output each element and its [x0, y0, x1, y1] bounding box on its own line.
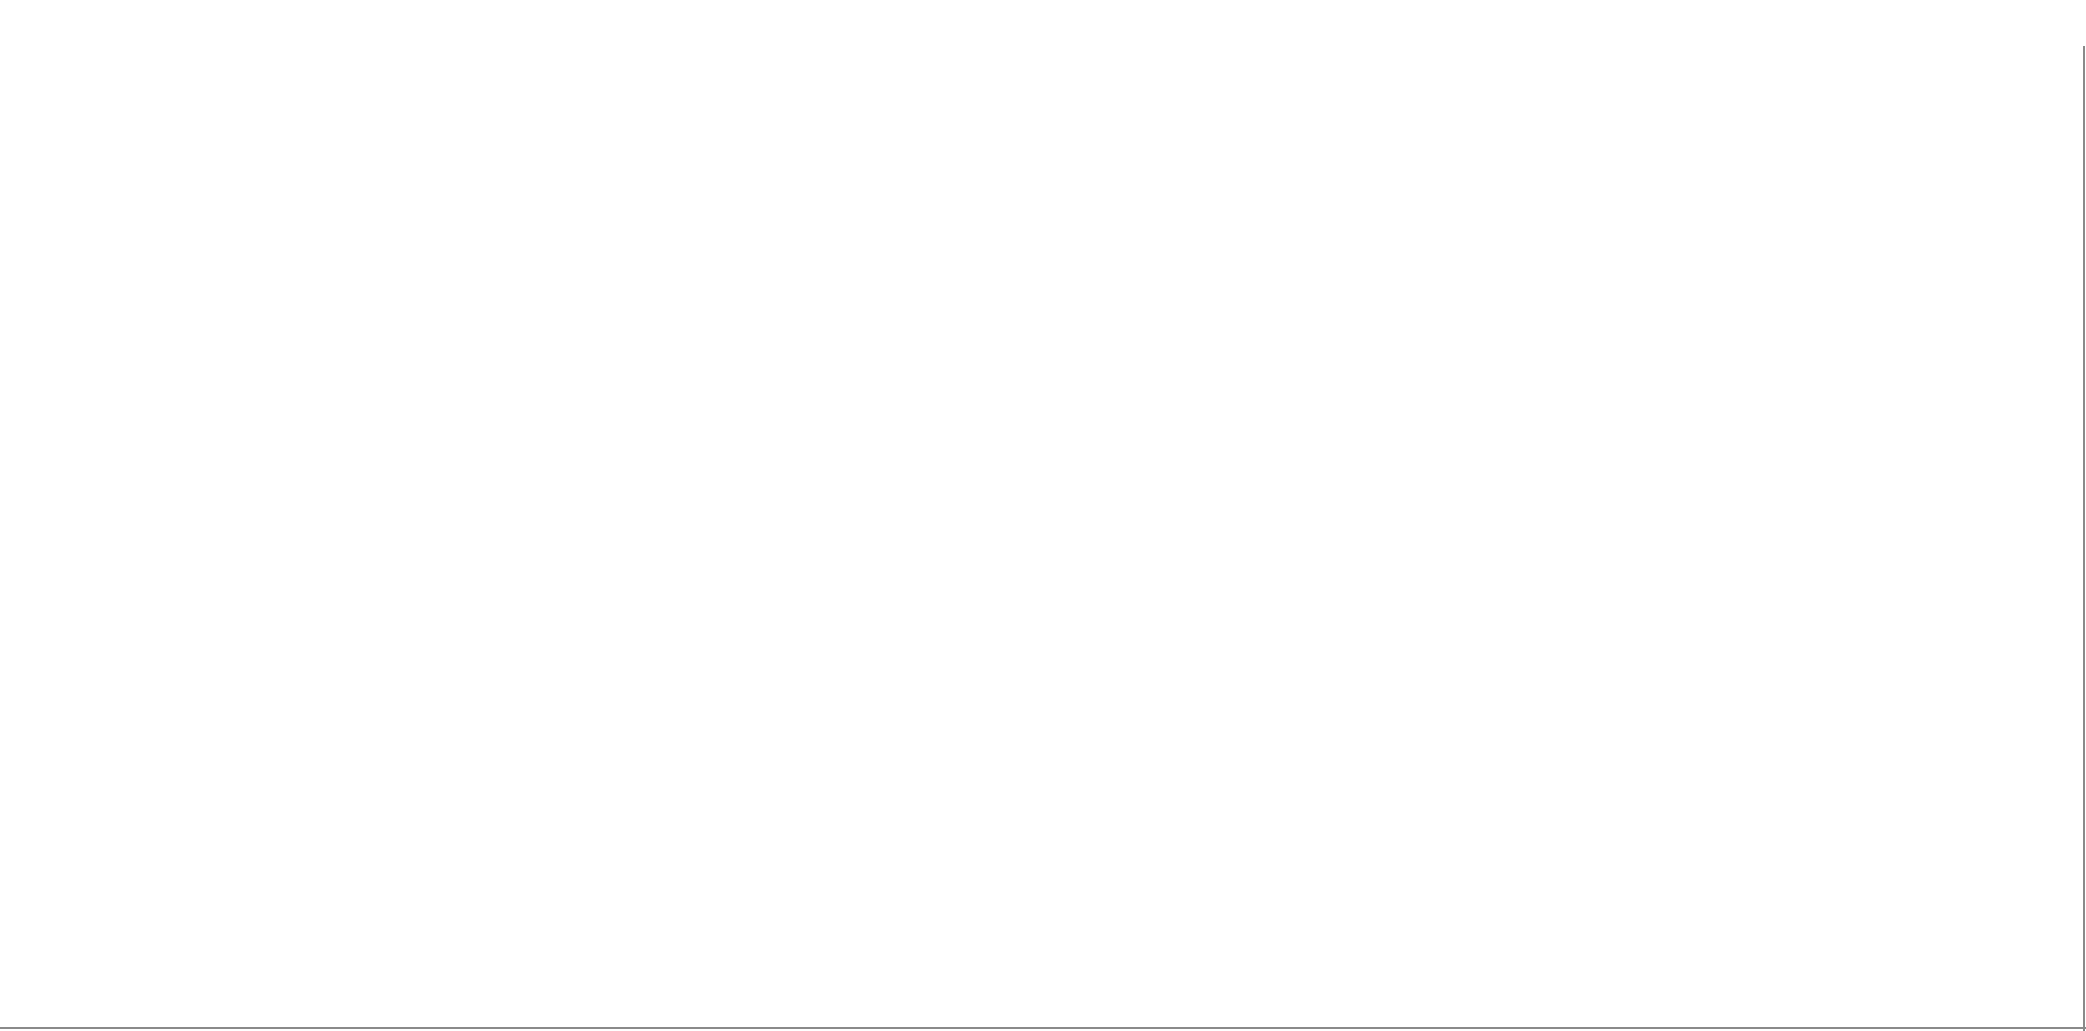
- chart-area[interactable]: [0, 47, 2086, 1028]
- window-border-bottom: [0, 1027, 2086, 1029]
- header-bar: [0, 0, 2086, 47]
- window-border-right: [2083, 46, 2085, 1031]
